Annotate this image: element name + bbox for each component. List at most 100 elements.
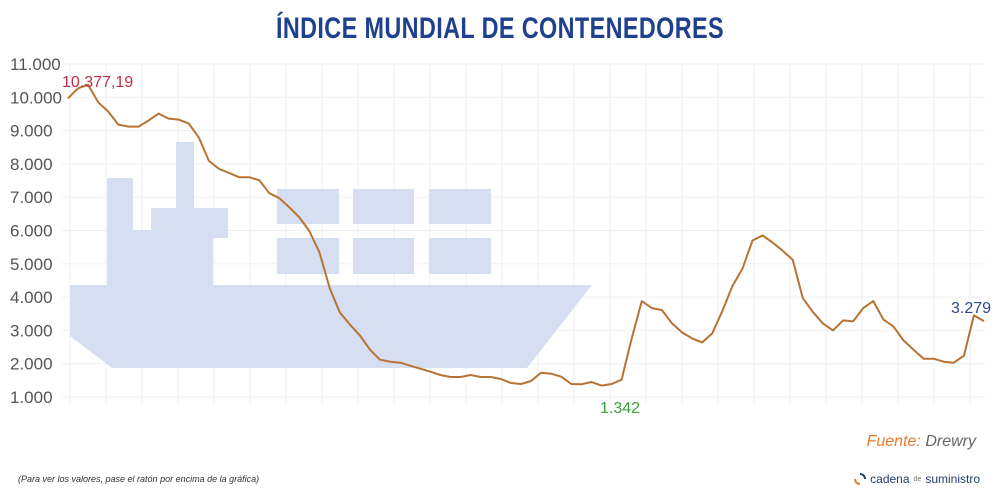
data-point[interactable] [327,285,333,291]
data-point[interactable] [558,374,564,380]
brand-logo: cadena de suministro [854,472,980,486]
data-point[interactable] [347,321,353,327]
data-point[interactable] [196,135,202,141]
brand-part3: suministro [925,472,980,486]
data-point[interactable] [739,266,745,272]
data-point[interactable] [407,363,413,369]
data-point[interactable] [498,376,504,382]
data-point[interactable] [307,228,313,234]
data-point[interactable] [689,335,695,341]
data-point[interactable] [699,339,705,345]
data-point[interactable] [830,327,836,333]
data-point[interactable] [780,248,786,254]
data-point[interactable] [931,356,937,362]
data-point[interactable] [880,316,886,322]
data-point[interactable] [256,177,262,183]
data-point[interactable] [639,298,645,304]
data-point[interactable] [448,374,454,380]
data-point[interactable] [951,360,957,366]
data-point[interactable] [397,360,403,366]
data-point[interactable] [297,215,303,221]
data-point[interactable] [719,308,725,314]
data-point[interactable] [468,372,474,378]
data-point[interactable] [810,309,816,315]
data-point[interactable] [729,283,735,289]
data-point[interactable] [286,205,292,211]
data-point[interactable] [236,174,242,180]
data-point[interactable] [508,380,514,386]
data-point[interactable] [790,257,796,263]
data-point[interactable] [911,347,917,353]
data-point[interactable] [146,118,152,124]
data-point[interactable] [317,250,323,256]
data-point[interactable] [679,329,685,335]
data-point[interactable] [921,356,927,362]
data-point[interactable] [478,374,484,380]
data-point[interactable] [437,372,443,378]
data-point[interactable] [609,381,615,387]
data-point[interactable] [377,357,383,363]
data-point[interactable] [135,124,141,130]
data-point[interactable] [548,371,554,377]
data-point[interactable] [860,305,866,311]
data-point[interactable] [538,370,544,376]
data-point[interactable] [981,318,987,324]
data-point[interactable] [266,190,272,196]
data-point[interactable] [760,232,766,238]
data-point[interactable] [206,158,212,164]
data-point[interactable] [820,320,826,326]
data-point[interactable] [357,332,363,338]
data-point[interactable] [337,309,343,315]
data-point[interactable] [528,378,534,384]
data-point[interactable] [840,317,846,323]
data-point[interactable] [115,122,121,128]
data-point[interactable] [961,353,967,359]
data-point[interactable] [488,374,494,380]
y-tick-label: 2.000 [10,355,53,374]
y-tick-label: 9.000 [10,122,53,141]
data-point[interactable] [458,374,464,380]
data-point[interactable] [226,170,232,176]
data-point[interactable] [186,121,192,127]
data-point[interactable] [95,99,101,105]
ship-bridge-lower [151,238,213,286]
data-point[interactable] [166,116,172,122]
ship-funnel-left [107,178,133,286]
data-point[interactable] [246,174,252,180]
data-point[interactable] [125,124,131,130]
data-point[interactable] [850,318,856,324]
data-point[interactable] [890,323,896,329]
data-point[interactable] [800,295,806,301]
data-point[interactable] [176,117,182,123]
data-point[interactable] [276,195,282,201]
data-point[interactable] [568,381,574,387]
data-point[interactable] [518,381,524,387]
data-point[interactable] [588,379,594,385]
y-tick-label: 4.000 [10,288,53,307]
data-point[interactable] [367,347,373,353]
data-point[interactable] [749,237,755,243]
data-point[interactable] [709,330,715,336]
data-point[interactable] [629,335,635,341]
y-tick-label: 7.000 [10,188,53,207]
data-point[interactable] [900,337,906,343]
data-point[interactable] [770,239,776,245]
data-point[interactable] [427,369,433,375]
data-point[interactable] [649,305,655,311]
data-point[interactable] [216,166,222,172]
y-tick-label: 11.000 [10,55,61,74]
data-point[interactable] [105,109,111,115]
data-point[interactable] [669,320,675,326]
data-point[interactable] [65,95,71,101]
data-point[interactable] [941,359,947,365]
ship-bridge-upper [151,208,228,238]
data-point[interactable] [156,111,162,117]
data-point[interactable] [870,298,876,304]
data-point[interactable] [598,383,604,389]
data-point[interactable] [659,307,665,313]
data-point[interactable] [578,381,584,387]
data-point[interactable] [417,366,423,372]
data-point[interactable] [619,377,625,383]
data-point[interactable] [387,359,393,365]
